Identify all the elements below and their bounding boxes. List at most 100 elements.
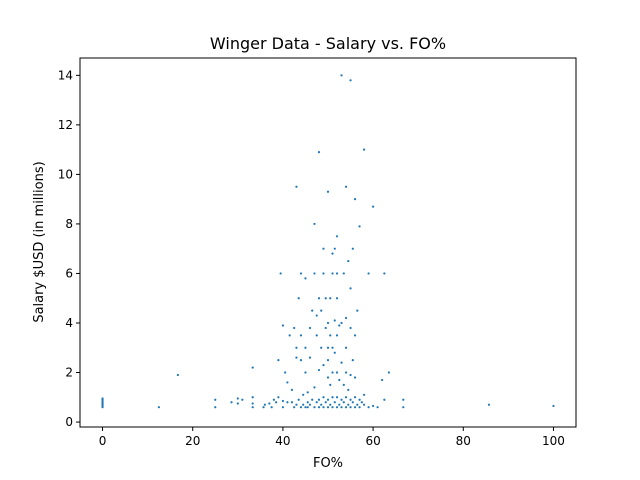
scatter-point bbox=[349, 79, 352, 82]
scatter-point bbox=[317, 368, 321, 372]
points-layer bbox=[101, 74, 555, 409]
scatter-point bbox=[331, 396, 334, 399]
scatter-point bbox=[322, 363, 325, 367]
scatter-point bbox=[371, 205, 375, 208]
scatter-point bbox=[362, 393, 366, 396]
scatter-point bbox=[313, 386, 316, 389]
scatter-point bbox=[290, 388, 294, 391]
scatter-point bbox=[214, 406, 217, 409]
scatter-point bbox=[315, 401, 318, 404]
plot-frame bbox=[79, 57, 577, 428]
scatter-point bbox=[347, 259, 350, 263]
scatter-point bbox=[358, 398, 361, 401]
y-axis-label: Salary $USD (in millions) bbox=[32, 161, 47, 322]
scatter-point bbox=[356, 403, 359, 406]
scatter-point bbox=[306, 401, 309, 404]
scatter-point bbox=[304, 277, 307, 280]
scatter-point bbox=[338, 403, 341, 406]
scatter-point bbox=[344, 406, 348, 409]
scatter-point bbox=[317, 398, 321, 401]
scatter-point bbox=[353, 334, 357, 337]
scatter-point bbox=[353, 376, 357, 379]
scatter-point bbox=[371, 404, 375, 408]
scatter-point bbox=[351, 359, 354, 362]
scatter-point bbox=[322, 396, 325, 399]
scatter-point bbox=[277, 359, 280, 362]
x-tick-label: 40 bbox=[275, 434, 290, 448]
scatter-point bbox=[279, 272, 282, 275]
scatter-point bbox=[358, 225, 361, 228]
scatter-point bbox=[302, 403, 305, 406]
scatter-point bbox=[326, 376, 330, 379]
scatter-point bbox=[383, 398, 386, 401]
scatter-point bbox=[295, 356, 298, 359]
scatter-point bbox=[351, 247, 354, 250]
scatter-point bbox=[329, 297, 332, 300]
scatter-point bbox=[335, 371, 339, 374]
scatter-point bbox=[281, 324, 285, 327]
scatter-point bbox=[241, 398, 244, 401]
scatter-point bbox=[335, 235, 339, 238]
scatter-point bbox=[353, 198, 357, 201]
x-tick-label: 20 bbox=[185, 434, 200, 448]
scatter-point bbox=[326, 190, 330, 193]
y-axis-ticks: 0 2 4 6 8 10 12 14 bbox=[58, 68, 80, 429]
scatter-point bbox=[270, 406, 273, 409]
scatter-point bbox=[326, 346, 330, 349]
scatter-point bbox=[349, 326, 352, 330]
scatter-point bbox=[331, 346, 334, 349]
scatter-point bbox=[402, 406, 405, 409]
x-tick-label: 0 bbox=[99, 434, 107, 448]
scatter-point bbox=[335, 334, 339, 337]
scatter-point bbox=[376, 406, 379, 409]
scatter-point bbox=[340, 74, 343, 77]
scatter-point bbox=[402, 398, 405, 401]
scatter-point bbox=[362, 403, 366, 406]
scatter-point bbox=[333, 351, 336, 354]
scatter-point bbox=[331, 272, 334, 275]
scatter-point bbox=[331, 406, 334, 409]
scatter-point bbox=[176, 373, 179, 377]
scatter-point bbox=[295, 185, 298, 188]
scatter-point bbox=[326, 406, 330, 409]
scatter-point bbox=[236, 402, 239, 405]
scatter-point bbox=[358, 406, 361, 409]
y-tick-label: 2 bbox=[65, 366, 73, 380]
scatter-point bbox=[329, 383, 332, 386]
scatter-point bbox=[340, 406, 343, 409]
y-tick-label: 6 bbox=[65, 266, 73, 280]
scatter-point bbox=[324, 297, 327, 300]
scatter-point bbox=[236, 397, 239, 400]
scatter-point bbox=[331, 252, 334, 255]
scatter-point bbox=[306, 406, 309, 409]
scatter-point bbox=[353, 396, 357, 399]
scatter-point bbox=[353, 406, 357, 409]
x-axis-label: FO% bbox=[313, 456, 343, 471]
scatter-point bbox=[320, 309, 323, 312]
scatter-point bbox=[268, 402, 271, 405]
scatter-point bbox=[331, 371, 334, 374]
scatter-point bbox=[326, 321, 330, 325]
scatter-point bbox=[308, 356, 312, 359]
scatter-point bbox=[306, 391, 309, 394]
scatter-point bbox=[322, 247, 325, 250]
scatter-point bbox=[362, 148, 366, 151]
scatter-point bbox=[308, 326, 312, 330]
x-tick-label: 100 bbox=[542, 434, 565, 448]
chart-title: Winger Data - Salary vs. FO% bbox=[210, 34, 446, 53]
scatter-point bbox=[347, 403, 350, 406]
scatter-point bbox=[230, 401, 233, 404]
scatter-point bbox=[349, 406, 352, 409]
scatter-point bbox=[342, 401, 345, 404]
y-tick-label: 0 bbox=[65, 415, 73, 429]
scatter-point bbox=[251, 396, 254, 399]
scatter-point bbox=[214, 398, 217, 401]
scatter-point bbox=[349, 287, 352, 290]
scatter-point bbox=[342, 383, 345, 386]
scatter-point bbox=[315, 314, 318, 317]
scatter-point bbox=[326, 398, 330, 401]
scatter-point bbox=[344, 185, 348, 188]
scatter-point bbox=[335, 396, 339, 399]
